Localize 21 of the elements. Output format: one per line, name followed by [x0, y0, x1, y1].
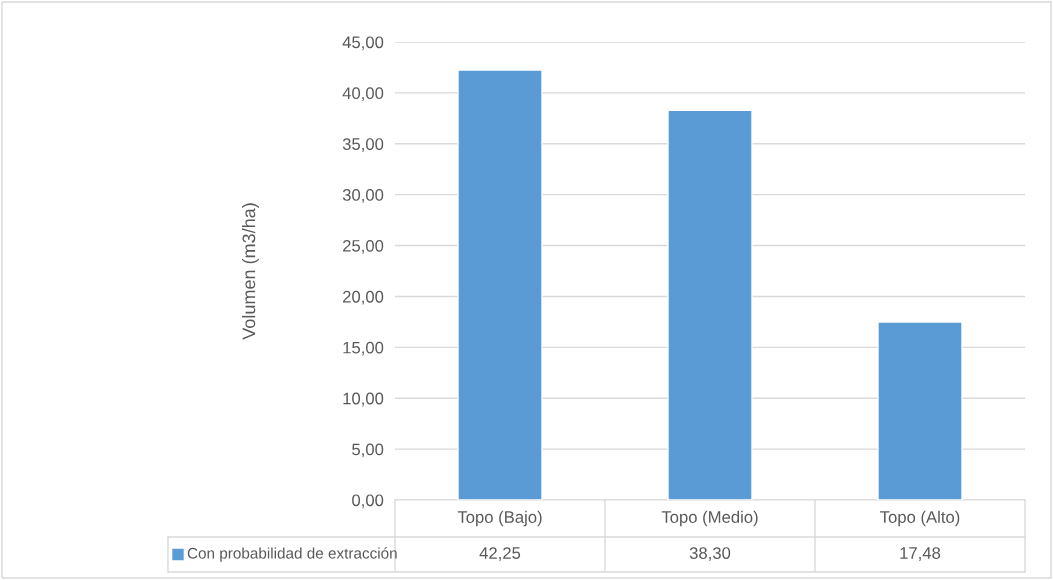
y-tick-label: 35,00: [342, 138, 384, 152]
y-tick-label: 5,00: [352, 443, 384, 458]
legend-label: Con probabilidad de extracción: [187, 547, 397, 562]
y-tick-label: 30,00: [342, 189, 384, 203]
y-tick-label: 10,00: [343, 392, 384, 407]
bar: [457, 69, 543, 500]
data-label: 17,48: [900, 547, 941, 561]
y-tick-label: 20,00: [343, 290, 384, 305]
y-tick-label: 15,00: [343, 341, 384, 356]
data-label: 42,25: [479, 547, 521, 561]
x-tick-label: Topo (Alto): [880, 510, 960, 527]
y-axis-title: Volumen (m3/ha): [242, 203, 259, 340]
y-tick-label: 40,00: [342, 87, 384, 102]
x-tick-label: Topo (Bajo): [457, 510, 542, 527]
bar: [877, 321, 963, 500]
y-tick-label: 25,00: [343, 239, 384, 254]
bar: [667, 109, 753, 500]
data-label: 38,30: [689, 547, 731, 561]
y-tick-label: 0,00: [352, 494, 384, 509]
y-tick-label: 45,00: [342, 36, 384, 51]
x-tick-label: Topo (Medio): [661, 510, 758, 527]
